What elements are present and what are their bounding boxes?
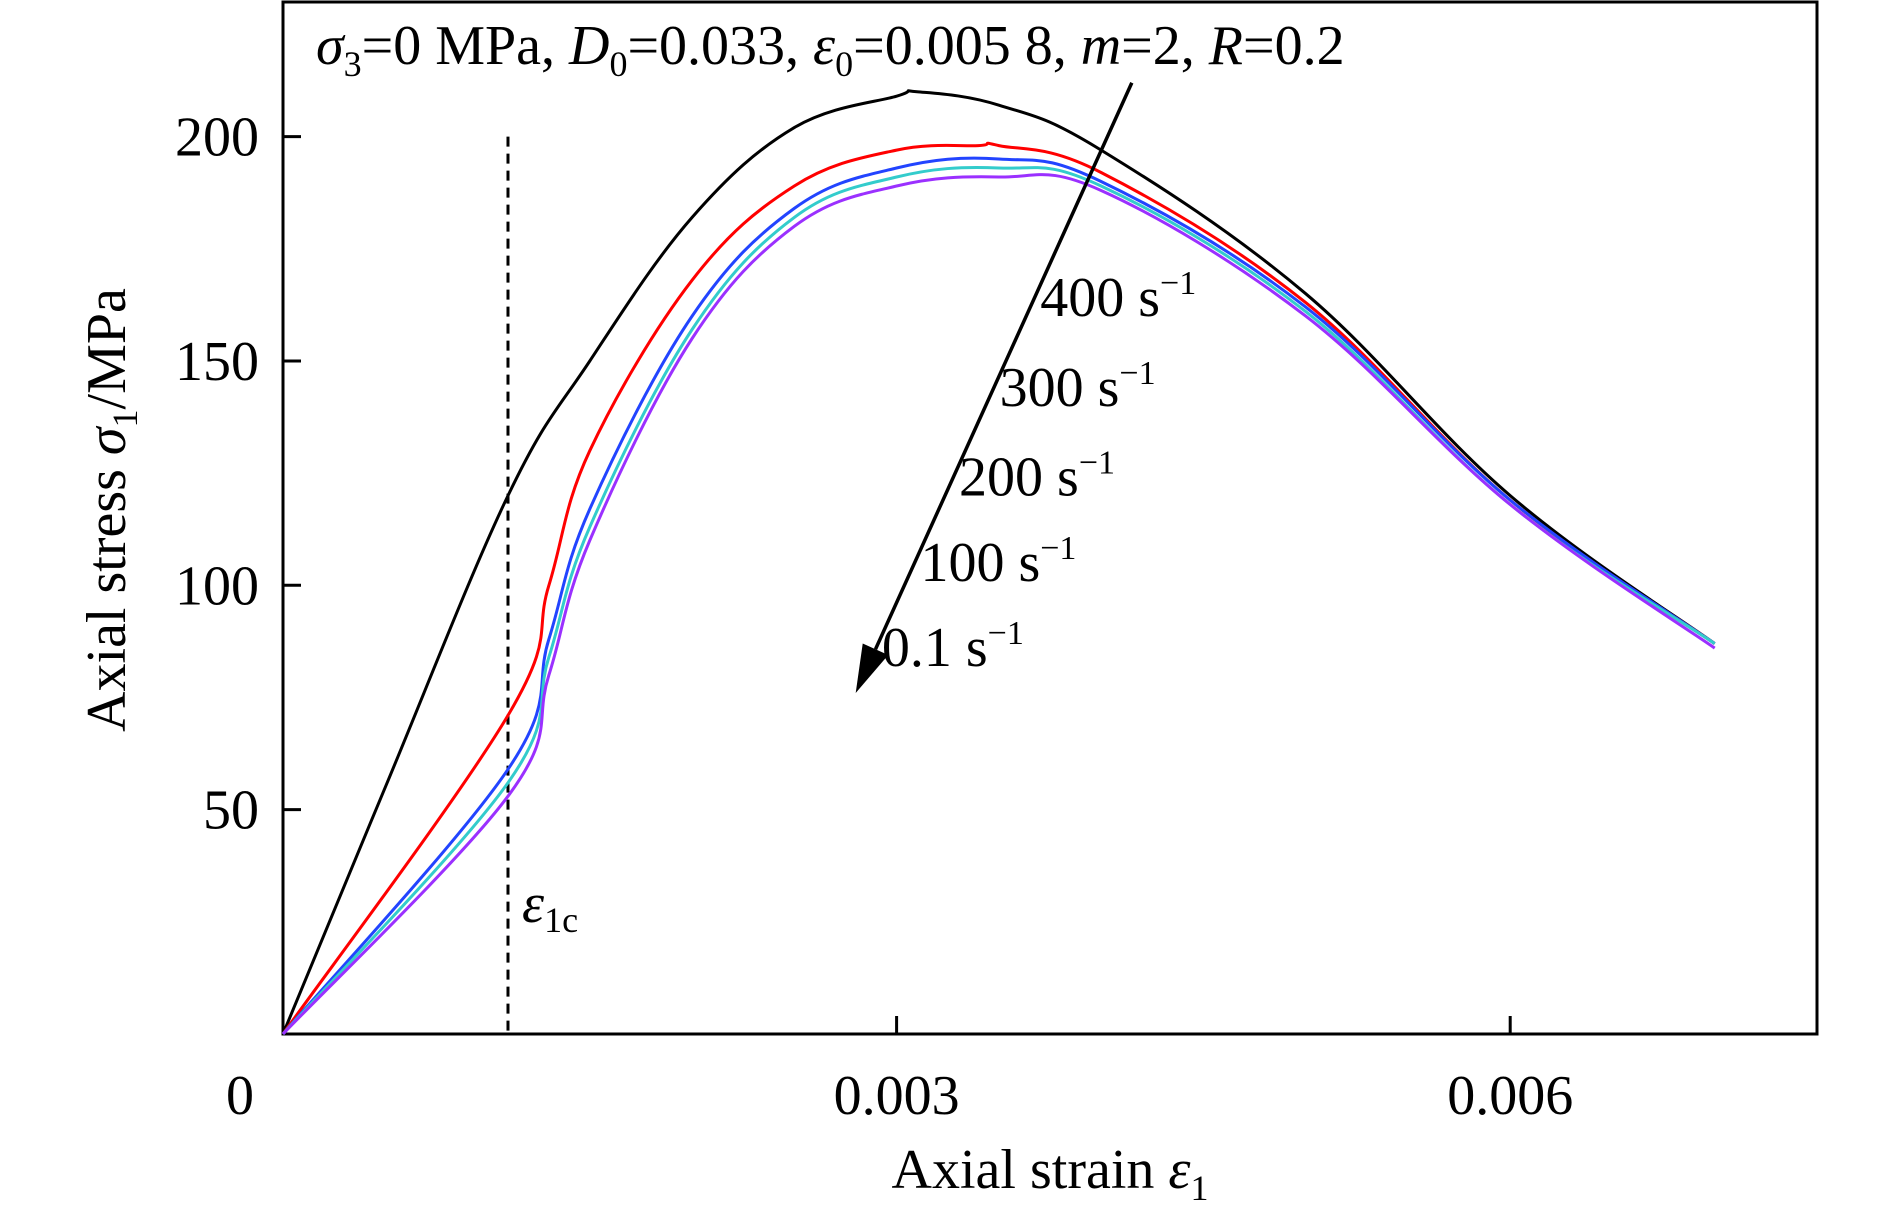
axis-ticks: 50 100 150 200 0 0.003 0.006 xyxy=(175,107,1573,1127)
rate-label-4: 0.1 s−1 xyxy=(882,615,1024,679)
series-group xyxy=(281,89,1716,1036)
rate-label-1: 300 s−1 xyxy=(1000,355,1156,419)
rate-label-0: 400 s−1 xyxy=(1040,265,1196,329)
plot-area xyxy=(281,0,1819,1036)
arrow-group xyxy=(855,82,1134,693)
y-tick-label-1: 100 xyxy=(175,555,259,617)
rate-arrow-line xyxy=(873,82,1134,650)
series-line-1 xyxy=(281,141,1716,1035)
y-axis-title: Axial stress σ1/MPa xyxy=(76,288,145,732)
parameter-annotation: σ3=0 MPa, D0=0.033, ε0=0.005 8, m=2, R=0… xyxy=(316,15,1345,84)
y-tick-label-0: 50 xyxy=(203,780,259,842)
rate-labels: 400 s−1 300 s−1 200 s−1 100 s−1 0.1 s−1 xyxy=(882,265,1196,679)
rate-label-3: 100 s−1 xyxy=(920,530,1076,594)
x-tick-label-0: 0 xyxy=(226,1065,254,1127)
y-tick-label-3: 200 xyxy=(175,107,259,169)
series-line-0 xyxy=(281,89,1716,1035)
y-tick-label-2: 150 xyxy=(175,331,259,393)
x-tick-label-2: 0.006 xyxy=(1447,1065,1573,1127)
series-line-4 xyxy=(281,173,1716,1036)
rate-label-2: 200 s−1 xyxy=(959,445,1115,509)
x-axis-title: Axial strain ε1 xyxy=(892,1139,1209,1208)
rate-arrow-head xyxy=(855,643,889,693)
threshold-group: ε1c xyxy=(506,136,578,1034)
x-tick-label-1: 0.003 xyxy=(834,1065,960,1127)
threshold-label: ε1c xyxy=(522,873,578,940)
